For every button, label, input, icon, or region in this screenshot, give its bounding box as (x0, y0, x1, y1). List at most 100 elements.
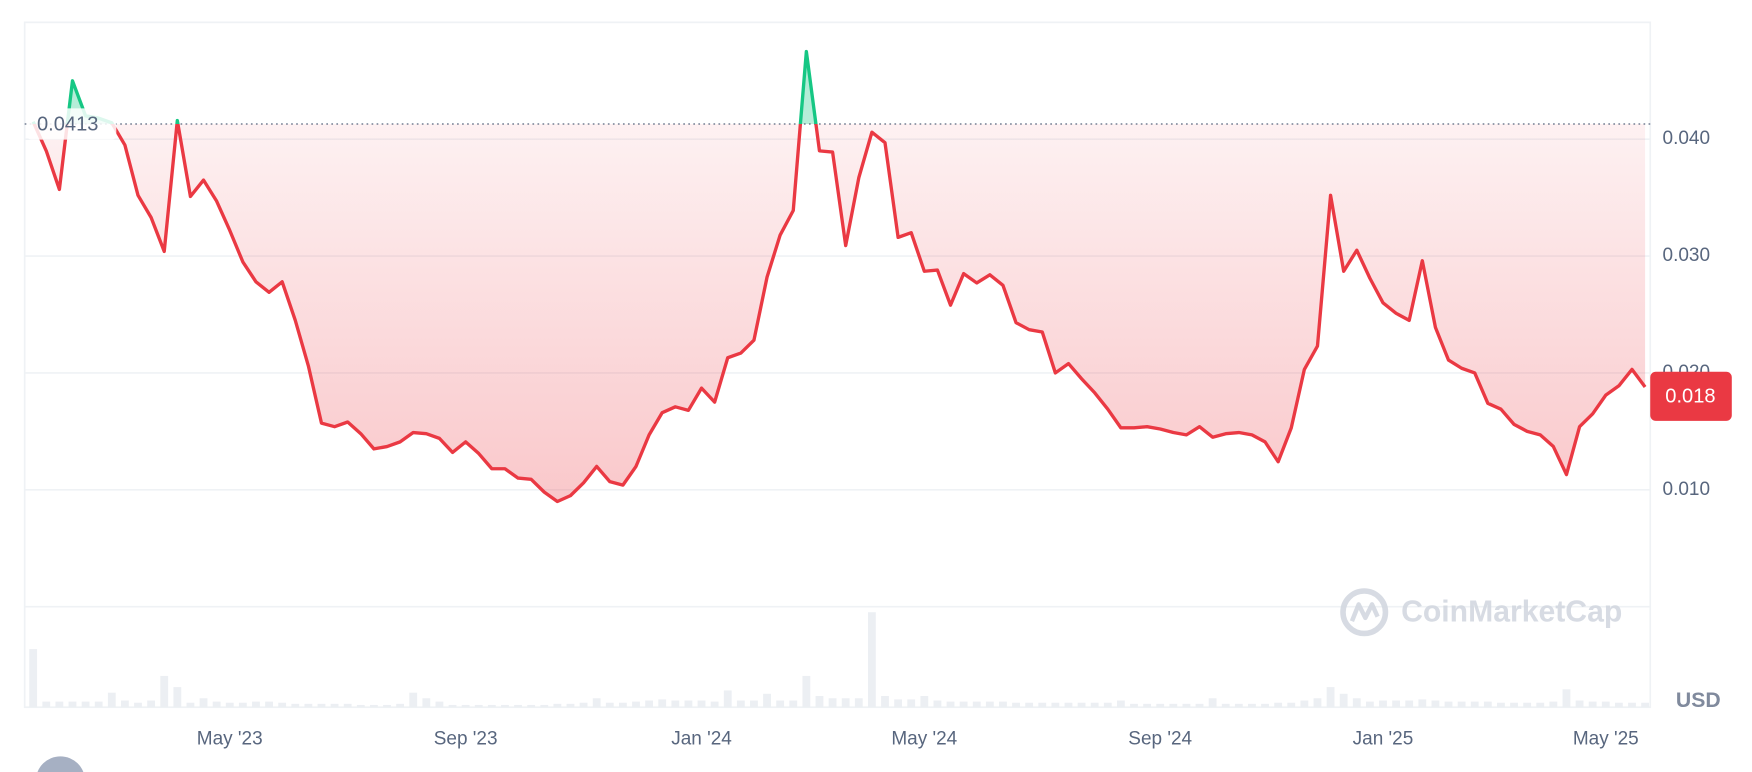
volume-bar (1444, 701, 1453, 708)
volume-bar (134, 702, 142, 708)
volume-bar (592, 698, 601, 708)
volume-bar (147, 700, 156, 708)
volume-bar (1261, 703, 1269, 708)
volume-bar (894, 699, 903, 708)
plot-frame (23, 21, 1652, 709)
volume-bar (1038, 702, 1047, 708)
volume-bar (1352, 698, 1361, 708)
volume-bar (1497, 702, 1505, 708)
volume-bar (540, 704, 549, 708)
baseline-label-bg (26, 108, 117, 140)
volume-bar (618, 702, 627, 708)
volume-bar (1601, 701, 1610, 708)
volume-bar (396, 703, 405, 708)
volume-bar (1064, 702, 1073, 708)
volume-bar (238, 702, 247, 708)
volume-bar (684, 700, 693, 708)
volume-bar (1025, 702, 1034, 708)
volume-bar (487, 704, 496, 708)
volume-bar (1483, 701, 1492, 708)
volume-bar (566, 703, 575, 708)
volume-bar (645, 700, 654, 708)
volume-bar (841, 698, 850, 708)
volume-bar (1169, 703, 1178, 708)
volume-bar (107, 692, 116, 708)
volume-bar (291, 703, 300, 708)
volume-bar (501, 704, 509, 708)
volume-bar (29, 649, 38, 708)
volume-bar (186, 702, 195, 708)
volume-bar (907, 699, 916, 708)
volume-bar (343, 703, 352, 708)
volume-bar (828, 698, 837, 708)
volume-bar (553, 703, 562, 708)
volume-bar (802, 675, 811, 708)
volume-bar (474, 704, 483, 708)
volume-bar (1090, 702, 1099, 708)
volume-bar (265, 701, 273, 708)
volume-bar (789, 700, 798, 708)
watermark: CoinMarketCap (1340, 588, 1622, 637)
volume-bar (1143, 703, 1152, 708)
volume-bar (1287, 702, 1296, 708)
volume-bar (736, 700, 745, 708)
volume-bar (1274, 702, 1283, 708)
volume-bar (1326, 687, 1335, 708)
x-tick-label: Jan '24 (671, 729, 732, 750)
volume-bar (435, 701, 444, 708)
x-tick-label: May '23 (197, 729, 263, 750)
volume-bar (1549, 701, 1558, 708)
baseline-label: 0.0413 (37, 113, 98, 135)
x-tick-label: Sep '23 (434, 729, 498, 750)
price-tag-label: 0.018 (1665, 386, 1715, 408)
volume-bar (514, 704, 522, 708)
volume-bar (1405, 700, 1414, 708)
volume-bar (959, 701, 968, 708)
volume-bar (1431, 700, 1440, 708)
volume-bar (383, 704, 391, 708)
volume-bar (710, 701, 719, 708)
volume-bar (1234, 703, 1243, 708)
volume-bar (252, 701, 260, 708)
volume-bar (120, 700, 129, 708)
volume-bar (881, 696, 889, 708)
volume-bar (1379, 700, 1387, 708)
volume-bar (527, 704, 536, 708)
x-tick-label: May '25 (1573, 729, 1639, 750)
volume-bar (317, 703, 326, 708)
volume-bar (173, 687, 182, 708)
volume-bar (671, 700, 680, 708)
area-below (33, 124, 1646, 502)
volume-bar (776, 700, 785, 708)
volume-bar (1614, 702, 1623, 708)
volume-bar (920, 696, 929, 708)
volume-bar (1195, 703, 1204, 708)
volume-bar (1588, 701, 1597, 708)
volume-bar (160, 675, 169, 708)
volume-bar (1392, 700, 1401, 708)
volume-bar (985, 701, 994, 708)
price-line-below (32, 124, 1647, 504)
x-tick-label: May '24 (891, 729, 957, 750)
volume-bar (1470, 701, 1479, 708)
volume-bar (697, 700, 706, 708)
volume-bar (1103, 702, 1112, 708)
x-tick-label: Sep '24 (1128, 729, 1192, 750)
watermark-logo-mark (1349, 602, 1380, 623)
y-tick-label: 0.040 (1663, 128, 1711, 149)
avatar (37, 756, 84, 772)
volume-bar (356, 704, 365, 708)
volume-bar (1562, 689, 1571, 708)
volume-bar (42, 701, 51, 708)
volume-bar (999, 701, 1007, 708)
volume-bar (605, 702, 614, 708)
volume-bar (1221, 703, 1230, 708)
volume-bar (1339, 693, 1348, 708)
volume-bar (1457, 701, 1466, 708)
volume-bar (1248, 703, 1256, 708)
watermark-logo (1340, 588, 1389, 637)
volume-bar (723, 690, 732, 708)
volume-bar (815, 696, 824, 708)
